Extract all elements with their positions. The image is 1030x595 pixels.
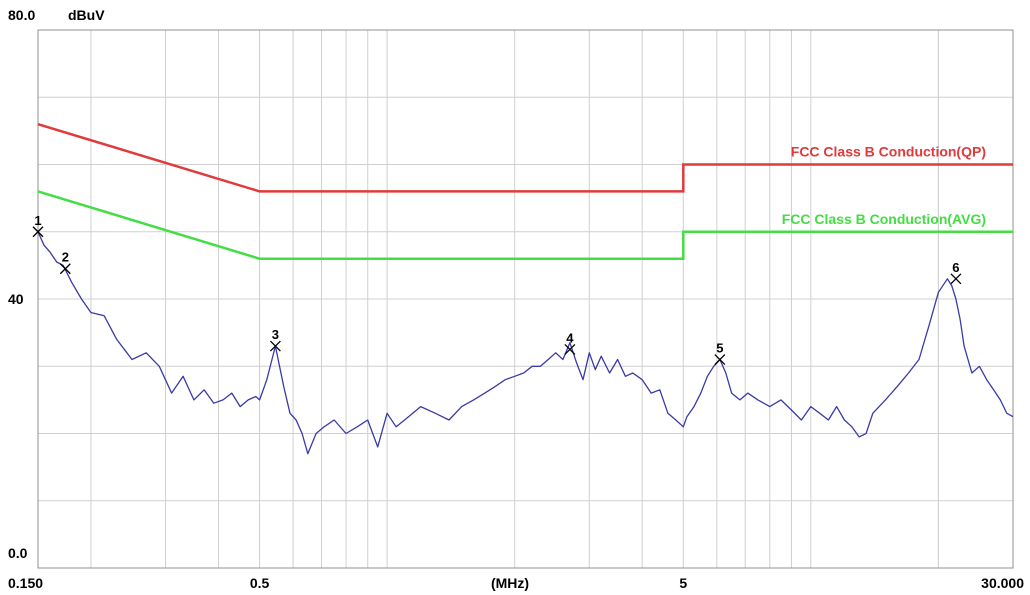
avg-limit-label: FCC Class B Conduction(AVG) [782, 211, 986, 227]
marker-label: 1 [34, 213, 41, 228]
qp-limit-label: FCC Class B Conduction(QP) [791, 144, 986, 160]
x-tick-label: 0.150 [8, 575, 43, 591]
y-tick-label: 0.0 [8, 545, 28, 561]
marker-2: 2 [59, 250, 71, 275]
marker-cross [32, 226, 44, 238]
y-axis-ticks: 80.0 40 0.0 [8, 7, 35, 561]
marker-label: 4 [566, 330, 574, 345]
x-tick-label: 0.5 [250, 575, 270, 591]
limit-lines: FCC Class B Conduction(QP) FCC Class B Co… [37, 123, 1013, 260]
grid [38, 30, 1014, 568]
plot-frame [37, 29, 1014, 569]
marker-5: 5 [714, 341, 726, 365]
marker-label: 6 [952, 260, 959, 275]
markers-layer: 1 2 3 4 5 6 [32, 213, 962, 365]
marker-6: 6 [950, 260, 962, 285]
series-layer [37, 231, 1014, 455]
marker-label: 5 [716, 341, 723, 356]
y-tick-label: 80.0 [8, 7, 35, 23]
marker-label: 3 [272, 327, 279, 342]
x-tick-label: 30.000 [981, 575, 1024, 591]
marker-cross [564, 343, 576, 355]
x-axis-ticks: 0.150 0.5 5 30.000 [8, 575, 1024, 591]
marker-cross [714, 354, 726, 365]
avg-limit-line [37, 190, 1013, 260]
x-tick-label: 5 [679, 575, 687, 591]
marker-label: 2 [62, 250, 69, 265]
y-axis-unit: dBuV [68, 7, 105, 23]
marker-cross [59, 263, 71, 275]
marker-1: 1 [32, 213, 44, 238]
marker-cross [269, 340, 281, 352]
y-tick-label: 40 [8, 291, 24, 307]
marker-cross [950, 273, 962, 285]
x-axis-unit: (MHz) [491, 575, 529, 591]
measurement-trace [37, 231, 1014, 455]
marker-4: 4 [564, 330, 576, 355]
qp-limit-line [37, 123, 1013, 193]
marker-3: 3 [269, 327, 281, 352]
